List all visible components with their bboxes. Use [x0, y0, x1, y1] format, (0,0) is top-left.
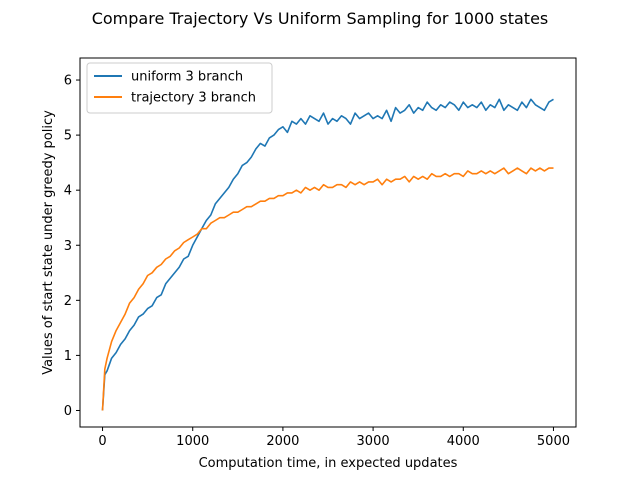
x-tick-label: 3000: [357, 434, 390, 449]
y-tick-label: 4: [64, 184, 72, 199]
plot-lines: [101, 98, 554, 411]
x-tick-label: 4000: [447, 434, 480, 449]
series-line-uniform: [101, 98, 554, 411]
legend-label: trajectory 3 branch: [131, 91, 256, 106]
y-tick-label: 2: [64, 294, 72, 309]
x-axis-ticks: 0 1000 2000 3000 4000 5000: [98, 427, 570, 449]
series-line-trajectory: [101, 167, 554, 411]
x-axis-label: Computation time, in expected updates: [199, 456, 458, 471]
y-tick-label: 6: [64, 74, 72, 89]
legend: uniform 3 branch trajectory 3 branch: [86, 62, 273, 114]
y-tick-label: 3: [64, 239, 72, 254]
y-tick-label: 0: [64, 404, 72, 419]
x-tick-label: 2000: [266, 434, 299, 449]
x-tick-label: 5000: [537, 434, 570, 449]
y-tick-label: 5: [64, 129, 72, 144]
x-tick-label: 0: [98, 434, 106, 449]
legend-box: [86, 62, 273, 114]
y-axis-label: Values of start state under greedy polic…: [41, 110, 56, 375]
chart-title: Compare Trajectory Vs Uniform Sampling f…: [92, 9, 549, 28]
x-tick-label: 1000: [176, 434, 209, 449]
legend-label: uniform 3 branch: [131, 70, 243, 85]
y-tick-label: 1: [64, 349, 72, 364]
y-axis-ticks: 0 1 2 3 4 5 6: [64, 74, 80, 419]
plot-frame: [79, 57, 577, 428]
